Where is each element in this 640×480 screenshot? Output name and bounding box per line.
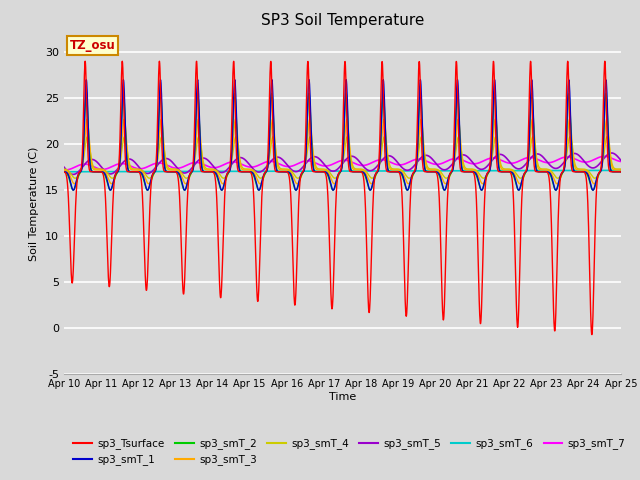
X-axis label: Time: Time [329,392,356,402]
Title: SP3 Soil Temperature: SP3 Soil Temperature [260,13,424,28]
Text: TZ_osu: TZ_osu [70,39,115,52]
Legend: sp3_Tsurface, sp3_smT_1, sp3_smT_2, sp3_smT_3, sp3_smT_4, sp3_smT_5, sp3_smT_6, : sp3_Tsurface, sp3_smT_1, sp3_smT_2, sp3_… [69,434,629,469]
Y-axis label: Soil Temperature (C): Soil Temperature (C) [29,147,40,261]
